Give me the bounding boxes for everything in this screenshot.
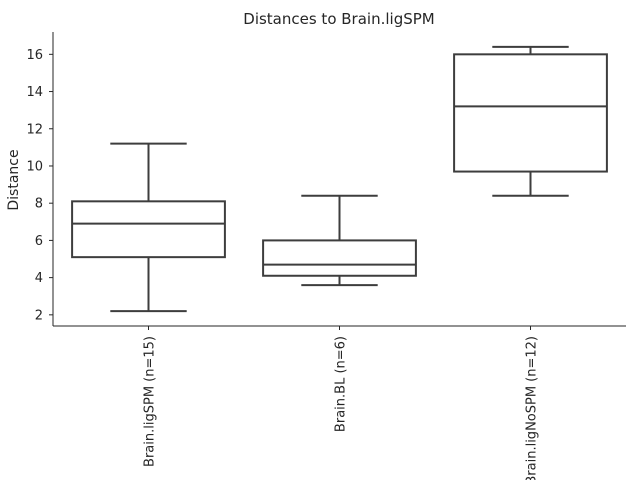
y-tick-label: 6 [35, 234, 43, 249]
y-tick-label: 4 [35, 271, 43, 286]
iqr-box [71, 200, 226, 259]
x-ticks: Brain.ligSPM (n=15) Brain.BL (n=6) Brain.l… [143, 326, 540, 480]
y-axis-label: Distance [6, 149, 22, 210]
y-tick-label: 16 [26, 48, 43, 63]
y-tick-label: 2 [35, 308, 43, 323]
y-tick-label: 14 [26, 85, 43, 100]
y-tick-label: 8 [35, 197, 43, 212]
box-group [453, 45, 608, 197]
boxes [71, 45, 608, 313]
box-group [71, 142, 226, 313]
box-group [262, 194, 417, 287]
iqr-box [262, 239, 417, 277]
y-tick-label: 10 [26, 159, 43, 174]
y-tick-label: 12 [26, 122, 43, 137]
x-tick-label: Brain.BL (n=6) [334, 336, 349, 432]
chart-title: Distances to Brain.ligSPM [243, 10, 434, 28]
x-tick-label: Brain.ligSPM (n=15) [143, 336, 158, 467]
iqr-box [453, 53, 608, 173]
y-ticks: 2 4 6 8 10 12 14 16 [26, 48, 53, 323]
x-tick-label: Brain.ligNoSPM (n=12) [525, 336, 540, 480]
